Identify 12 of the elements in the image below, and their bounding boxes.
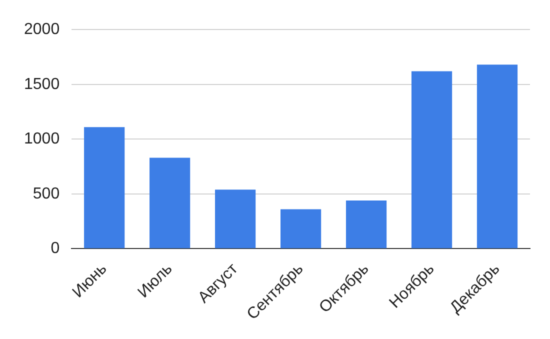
y-tick-label: 0 — [50, 240, 60, 258]
bar — [150, 158, 190, 248]
bar — [84, 127, 125, 248]
bar — [411, 71, 452, 248]
y-tick-label: 2000 — [24, 21, 60, 38]
bar — [215, 190, 256, 248]
bar — [346, 200, 387, 248]
bar — [280, 209, 322, 248]
y-tick-label: 1000 — [24, 130, 60, 148]
bar — [476, 64, 518, 248]
y-tick-label: 500 — [32, 185, 60, 202]
y-tick-label: 1500 — [24, 76, 60, 93]
